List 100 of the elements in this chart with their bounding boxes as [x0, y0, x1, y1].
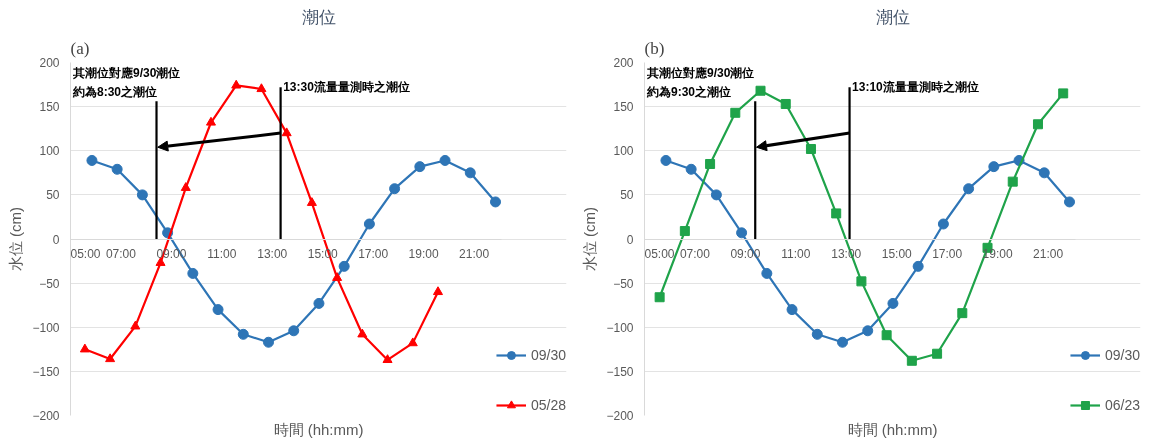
point: [288, 325, 300, 337]
y-tick-label: 0: [52, 232, 60, 247]
x-tick-label: 17:00: [932, 247, 963, 261]
point: [837, 336, 848, 348]
point: [1038, 167, 1050, 179]
point: [736, 227, 748, 239]
point: [1007, 176, 1018, 187]
x-tick-label: 05:00: [70, 247, 101, 261]
y-tick-label: 50: [46, 188, 60, 203]
point: [805, 143, 816, 154]
x-tick-label: 19:00: [408, 247, 439, 261]
y-tick-label: −100: [606, 320, 634, 335]
point: [963, 183, 975, 195]
point: [786, 304, 798, 316]
point: [439, 154, 451, 166]
point: [130, 320, 141, 330]
point: [811, 328, 823, 340]
y-tick-label: −100: [32, 320, 60, 335]
point: [180, 182, 191, 191]
point: [263, 336, 274, 348]
point: [685, 163, 697, 175]
point: [306, 197, 317, 206]
text: (a): [70, 38, 90, 58]
y-tick-label: −150: [606, 364, 634, 379]
point: [679, 226, 690, 237]
point: [357, 328, 368, 338]
point: [382, 354, 393, 363]
point: [730, 107, 741, 118]
legend-label: 09/30: [530, 347, 566, 363]
point: [1064, 196, 1075, 208]
point: [988, 161, 1000, 173]
point: [780, 98, 791, 109]
chart-title: 潮位: [301, 7, 336, 27]
ref-line-label: 其潮位對應9/30潮位約為9:30之潮位: [646, 66, 755, 100]
point: [862, 325, 874, 337]
y-tick-label: 200: [39, 56, 60, 70]
y-tick-label: −50: [39, 276, 60, 291]
point: [187, 267, 199, 279]
ref-line-label: 13:10流量量測時之潮位: [852, 80, 979, 95]
chart-title: 潮位: [875, 7, 910, 27]
point: [1058, 88, 1069, 99]
point: [332, 272, 343, 281]
point: [363, 218, 375, 230]
point: [464, 167, 476, 179]
x-axis-title: 時間 (hh:mm): [273, 420, 364, 438]
y-axis-title: 水位 (cm): [581, 206, 599, 272]
y-tick-label: 100: [613, 144, 634, 159]
x-tick-label: 21:00: [1033, 247, 1064, 261]
x-tick-label: 07:00: [679, 247, 711, 261]
point: [389, 183, 401, 195]
point: [205, 116, 216, 126]
point: [231, 79, 242, 89]
y-tick-label: −200: [606, 409, 634, 423]
x-tick-label: 11:00: [207, 247, 237, 261]
x-tick-label: 07:00: [105, 247, 137, 261]
point: [654, 292, 665, 303]
point: [932, 348, 943, 359]
legend-label: 05/28: [530, 397, 566, 413]
y-axis-title: 水位 (cm): [7, 206, 25, 272]
ref-line-label: 其潮位對應9/30潮位約為8:30之潮位: [72, 66, 181, 100]
point: [237, 328, 249, 340]
x-tick-label: 13:00: [257, 247, 288, 261]
point: [136, 189, 148, 201]
point: [432, 286, 443, 296]
y-tick-label: −150: [32, 364, 60, 379]
point: [761, 267, 773, 279]
x-tick-label: 21:00: [459, 247, 490, 261]
point: [490, 196, 501, 208]
x-axis-title: 時間 (hh:mm): [847, 420, 938, 438]
y-tick-label: 100: [39, 144, 60, 159]
y-tick-label: 50: [620, 188, 634, 203]
x-tick-label: 11:00: [781, 247, 811, 261]
legend-label: 09/30: [1104, 347, 1140, 363]
point: [105, 353, 116, 363]
point: [212, 304, 224, 316]
point: [887, 297, 899, 309]
point: [86, 154, 98, 166]
point: [660, 154, 672, 166]
y-tick-label: 0: [626, 232, 634, 247]
point: [313, 297, 325, 309]
x-tick-label: 05:00: [644, 247, 675, 261]
y-tick-label: 200: [613, 56, 634, 70]
ref-line-label: 13:30流量量測時之潮位: [283, 80, 410, 95]
point: [710, 189, 722, 201]
point: [856, 276, 867, 287]
point: [755, 85, 766, 96]
point: [338, 260, 350, 272]
point: [831, 208, 842, 219]
point: [1032, 119, 1043, 130]
legend-label: 06/23: [1104, 397, 1140, 413]
y-tick-label: 150: [613, 100, 634, 115]
text: (b): [644, 38, 665, 58]
point: [937, 218, 949, 230]
point: [906, 355, 917, 366]
point: [705, 158, 716, 169]
point: [414, 161, 426, 173]
point: [881, 330, 892, 341]
y-tick-label: −200: [32, 409, 60, 423]
y-tick-label: 150: [39, 100, 60, 115]
point: [256, 83, 267, 93]
